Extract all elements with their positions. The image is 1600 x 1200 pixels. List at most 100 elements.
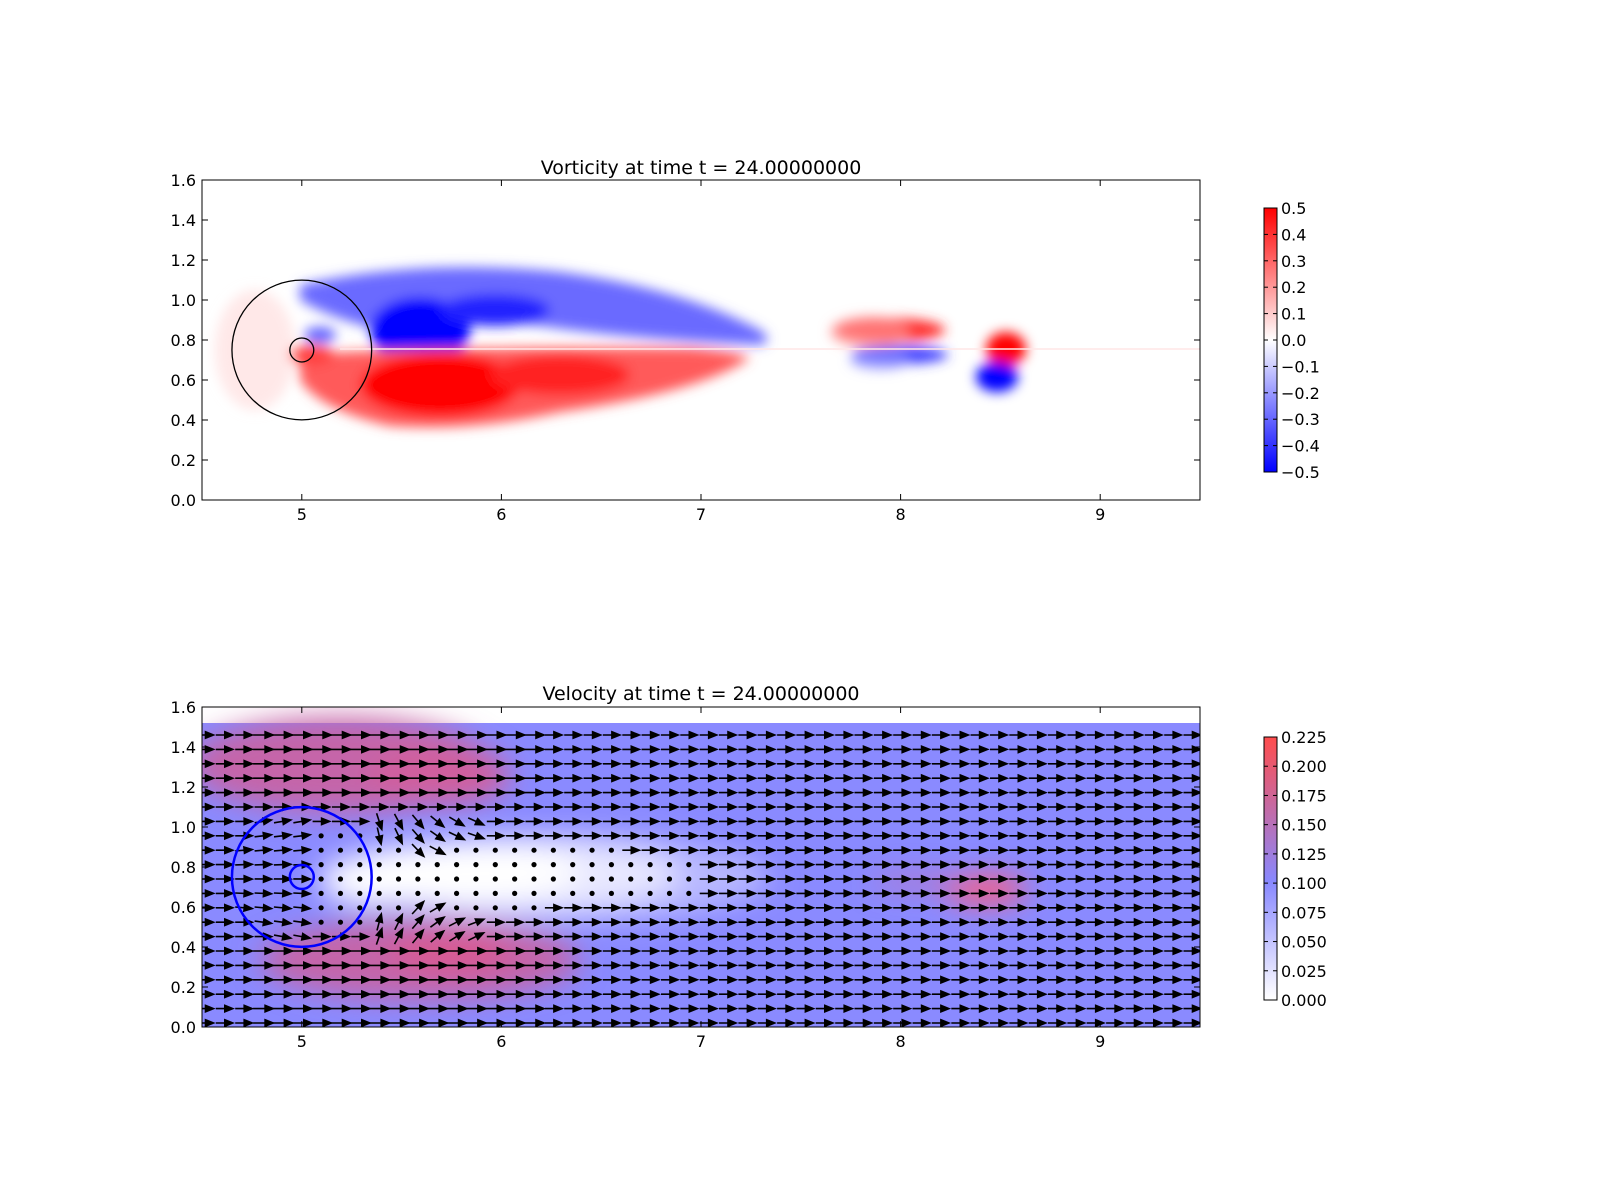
- colorbar-tick-label: 0.4: [1281, 225, 1306, 244]
- quiver-arrow: [1125, 917, 1145, 927]
- quiver-arrow: [912, 917, 932, 927]
- quiver-arrow: [602, 730, 623, 740]
- quiver-arrow: [215, 745, 235, 754]
- quiver-arrow: [699, 730, 719, 740]
- quiver-dot: [376, 862, 382, 868]
- quiver-arrow: [394, 912, 404, 931]
- quiver-arrow: [215, 759, 235, 769]
- quiver-arrow: [446, 946, 469, 956]
- x-tick-label: 7: [696, 505, 706, 524]
- quiver-arrow: [835, 831, 855, 841]
- quiver-arrow: [1164, 745, 1184, 754]
- quiver-arrow: [1106, 845, 1126, 855]
- quiver-arrow: [202, 1004, 216, 1013]
- quiver-arrow: [641, 773, 661, 783]
- quiver-arrow: [951, 946, 971, 956]
- quiver-arrow: [815, 759, 835, 769]
- quiver-arrow: [215, 1018, 235, 1027]
- quiver-arrow: [1028, 730, 1048, 740]
- quiver-arrow: [777, 831, 797, 841]
- quiver-arrow: [1183, 845, 1200, 855]
- quiver-arrow: [393, 927, 404, 945]
- quiver-arrow: [990, 917, 1010, 927]
- quiver-arrow: [931, 961, 952, 970]
- quiver-arrow: [1144, 989, 1164, 999]
- vort-upstream-tint: [215, 290, 295, 410]
- quiver-arrow: [622, 917, 642, 927]
- quiver-arrow: [680, 903, 700, 913]
- quiver-arrow: [524, 759, 547, 769]
- quiver-arrow: [641, 961, 661, 970]
- quiver-arrow: [1009, 932, 1029, 941]
- quiver-arrow: [253, 946, 276, 956]
- quiver-arrow: [893, 860, 913, 869]
- quiver-arrow: [583, 975, 603, 985]
- quiver-arrow: [465, 989, 489, 999]
- quiver-arrow: [351, 802, 371, 812]
- quiver-arrow: [912, 788, 932, 797]
- velocity-quiver-arrows: [202, 730, 1200, 1027]
- quiver-arrow: [1048, 946, 1068, 956]
- quiver-arrow: [912, 874, 932, 884]
- quiver-arrow: [525, 817, 545, 826]
- quiver-arrow: [1067, 759, 1087, 769]
- quiver-arrow: [970, 874, 990, 884]
- vort-lower-core2: [490, 355, 630, 395]
- quiver-arrow: [738, 961, 758, 970]
- y-tick-label: 1.6: [171, 171, 196, 190]
- quiver-arrow: [990, 989, 1010, 999]
- quiver-arrow: [738, 989, 758, 999]
- quiver-arrow: [393, 813, 404, 831]
- quiver-arrow: [1086, 730, 1106, 740]
- quiver-arrow: [680, 745, 700, 754]
- quiver-arrow: [641, 989, 661, 999]
- quiver-arrow: [1028, 1018, 1048, 1027]
- quiver-arrow: [411, 814, 425, 830]
- quiver-arrow: [312, 802, 332, 812]
- quiver-arrow: [951, 932, 971, 941]
- quiver-dot: [531, 890, 537, 897]
- quiver-arrow: [524, 745, 547, 754]
- quiver-arrow: [202, 845, 216, 855]
- quiver-arrow: [602, 961, 623, 970]
- quiver-arrow: [370, 802, 390, 812]
- quiver-arrow: [699, 874, 719, 884]
- quiver-arrow: [815, 788, 835, 797]
- quiver-arrow: [796, 802, 816, 812]
- quiver-arrow: [1144, 903, 1164, 913]
- velocity-cylinder-circles: [230, 805, 373, 949]
- quiver-arrow: [1106, 745, 1126, 754]
- quiver-arrow: [777, 860, 797, 869]
- quiver-arrow: [429, 902, 447, 913]
- quiver-arrow: [564, 759, 584, 769]
- quiver-arrow: [854, 961, 874, 970]
- quiver-arrow: [544, 975, 565, 985]
- quiver-arrow: [293, 874, 313, 884]
- quiver-arrow: [719, 989, 739, 999]
- quiver-arrow: [854, 788, 874, 797]
- colorbar-tick-label: 0.175: [1281, 786, 1327, 805]
- x-tick-label: 5: [297, 505, 307, 524]
- quiver-arrow: [661, 773, 681, 783]
- quiver-arrow: [970, 860, 990, 869]
- quiver-dot: [570, 862, 576, 868]
- quiver-arrow: [854, 831, 874, 841]
- quiver-arrow: [796, 745, 816, 754]
- quiver-arrow: [815, 1018, 835, 1027]
- quiver-arrow: [854, 802, 874, 812]
- quiver-arrow: [873, 903, 894, 913]
- quiver-arrow: [1067, 802, 1087, 812]
- quiver-arrow: [564, 1004, 584, 1013]
- quiver-arrow: [465, 745, 489, 754]
- quiver-arrow: [446, 1018, 469, 1027]
- quiver-arrow: [1009, 961, 1029, 970]
- quiver-dot: [550, 890, 556, 897]
- quiver-dot: [415, 876, 421, 882]
- quiver-arrow: [738, 917, 758, 927]
- quiver-arrow: [583, 989, 603, 999]
- quiver-arrow: [738, 889, 758, 898]
- quiver-arrow: [215, 860, 235, 869]
- quiver-arrow: [407, 730, 431, 740]
- x-tick-label: 7: [696, 1032, 706, 1051]
- quiver-arrow: [202, 802, 216, 812]
